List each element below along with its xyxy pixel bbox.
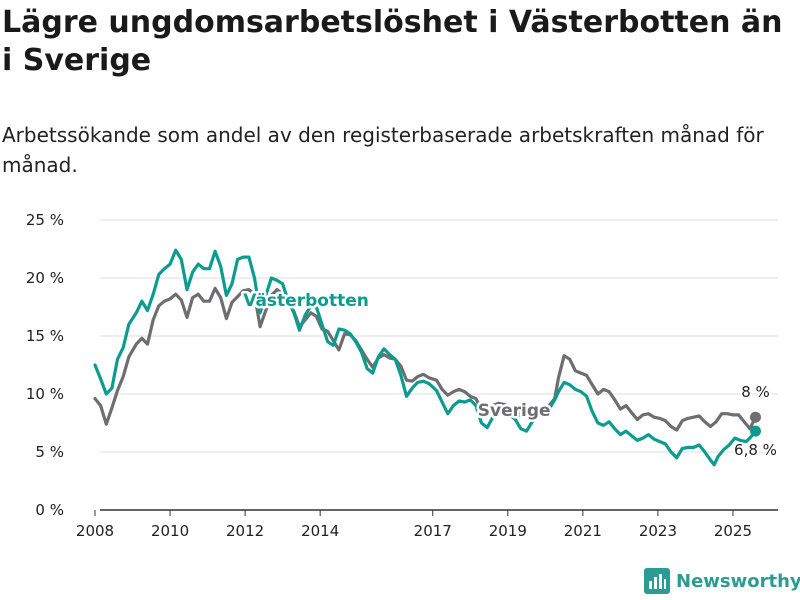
x-tick-label: 2025	[714, 522, 752, 540]
line-chart: 0 %5 %10 %15 %20 %25 % 2008 2010 2012 2014 2…	[26, 211, 779, 540]
x-tick-label: 2021	[564, 522, 602, 540]
x-tick-label: 2019	[489, 522, 527, 540]
x-tick-label: 2010	[151, 522, 189, 540]
series-line-0	[93, 286, 758, 432]
brand-name: Newsworthy	[676, 570, 800, 592]
series-lines	[93, 248, 761, 467]
y-tick-label: 0 %	[35, 501, 64, 519]
y-tick-label: 15 %	[26, 327, 64, 345]
x-tick-label: 2012	[226, 522, 264, 540]
series-end-point	[749, 425, 761, 437]
chart-title: Lägre ungdomsarbetslöshet i Västerbotten…	[2, 5, 783, 78]
y-tick-label: 10 %	[26, 385, 64, 403]
bar-chart-logo-icon	[644, 568, 670, 594]
end-label-vasterbotten: 6,8 %	[734, 441, 777, 459]
x-tick-label: 2017	[414, 522, 452, 540]
grid: 0 % 5 % 10 % 15 % 20 % 25 %	[26, 211, 778, 519]
series-labels: Sverige Västerbotten 8 % 6,8 %	[241, 288, 779, 461]
y-tick-label: 5 %	[35, 443, 64, 461]
y-tick-label: 20 %	[26, 269, 64, 287]
series-label-sverige: Sverige	[478, 401, 551, 421]
series-label-vasterbotten: Västerbotten	[243, 291, 369, 311]
x-tick-label: 2023	[639, 522, 677, 540]
x-tick-label: 2014	[301, 522, 339, 540]
newsworthy-logo: Newsworthy	[644, 568, 800, 594]
chart-subtitle: Arbetssökande som andel av den registerb…	[2, 123, 764, 177]
series-line-1	[93, 248, 758, 467]
y-tick-label: 25 %	[26, 211, 64, 229]
x-axis: 2008 2010 2012 2014 2017 2019 2021 2023 2025	[76, 510, 752, 540]
x-tick-label: 2008	[76, 522, 114, 540]
end-label-sverige: 8 %	[741, 383, 770, 401]
series-end-point	[749, 411, 761, 423]
